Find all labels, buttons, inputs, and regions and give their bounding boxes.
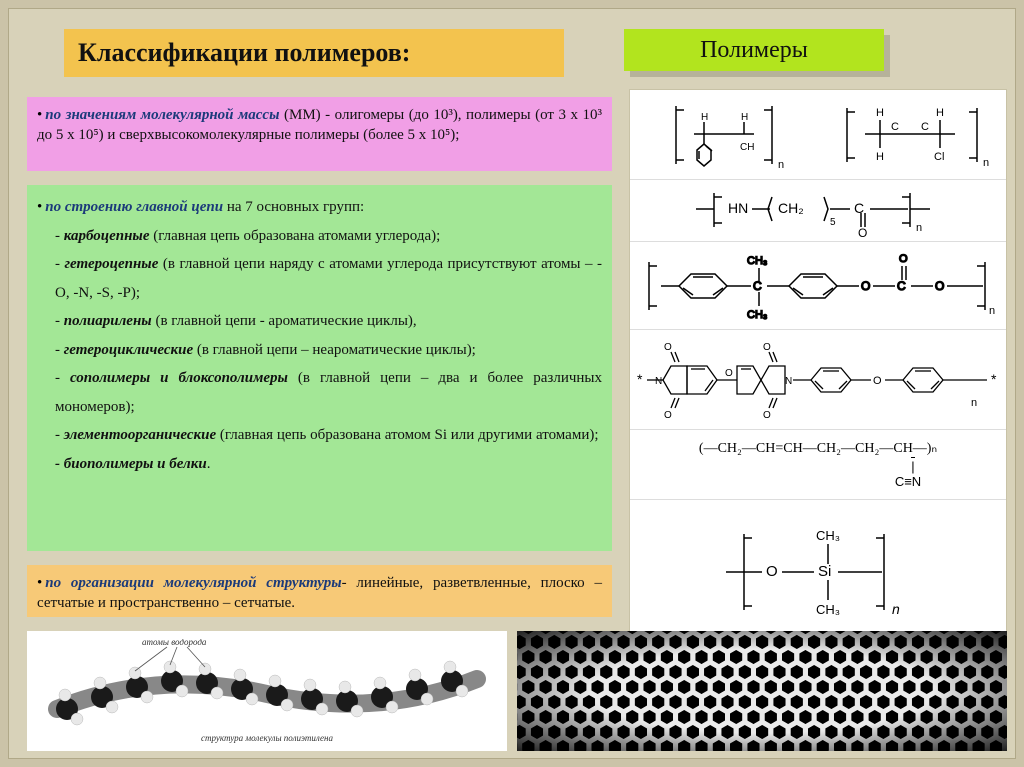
box-structure-label: по организации молекулярной структуры [45, 575, 341, 591]
box-mass: по значениям молекулярной массы (ММ) - о… [27, 97, 612, 171]
svg-text:C: C [921, 121, 929, 133]
svg-text:H: H [876, 107, 884, 119]
svg-text:CH₃: CH₃ [747, 255, 767, 267]
svg-text:n: n [778, 159, 784, 171]
slide-page: Классификации полимеров: Полимеры по зна… [8, 8, 1016, 759]
chain-item: - сополимеры и блоксополимеры (в главной… [37, 364, 602, 421]
svg-text:*: * [637, 371, 643, 387]
svg-text:O: O [935, 279, 944, 293]
svg-text:O: O [763, 342, 771, 353]
svg-text:O: O [858, 226, 867, 239]
svg-text:O: O [725, 368, 733, 379]
nanotube-lattice [517, 631, 1007, 751]
svg-text:n: n [983, 157, 989, 169]
svg-text:*: * [991, 371, 997, 387]
svg-text:Cl: Cl [934, 151, 944, 163]
svg-text:CH₃: CH₃ [747, 309, 767, 321]
chain-item: - гетероцепные (в главной цепи наряду с … [37, 250, 602, 307]
hydrogen-label: атомы водорода [142, 639, 207, 647]
svg-text:O: O [899, 253, 908, 265]
svg-text:C: C [854, 200, 864, 216]
structure-polycarbonate: C CH₃ CH₃ O C O O n [630, 242, 1006, 330]
structure-silicone: O Si CH₃ CH₃ n [630, 500, 1006, 644]
svg-text:H: H [701, 112, 708, 123]
svg-text:Si: Si [818, 563, 831, 580]
svg-text:n: n [971, 397, 977, 409]
svg-text:n: n [916, 222, 922, 234]
svg-text:N: N [785, 376, 792, 387]
svg-text:O: O [763, 410, 771, 421]
svg-text:C: C [897, 279, 906, 293]
chain-item: - биополимеры и белки. [37, 450, 602, 479]
box-structure: по организации молекулярной структуры- л… [27, 565, 612, 617]
structure-caption: структура молекулы полиэтилена [201, 733, 333, 743]
svg-text:H: H [741, 112, 748, 123]
chemical-structures: HH CH n HH [629, 89, 1007, 645]
box-chain-header-tail: на 7 основных групп: [223, 199, 364, 215]
svg-text:CH₂: CH₂ [778, 200, 804, 216]
svg-text:C: C [891, 121, 899, 133]
chain-item: - полиарилены (в главной цепи - ароматич… [37, 307, 602, 336]
polyethylene-structure: атомы водорода структура молекулы полиэт… [27, 631, 507, 751]
svg-text:O: O [861, 279, 870, 293]
svg-text:C: C [753, 279, 762, 293]
structure-nylon: HN CH₂ 5 C O n [630, 180, 1006, 242]
svg-text:O: O [664, 342, 672, 353]
structure-pvc: H H H Cl C C n [818, 94, 1006, 176]
structure-polyimide: * * O O N [630, 330, 1006, 430]
svg-text:N: N [655, 376, 662, 387]
svg-text:n: n [989, 305, 995, 317]
svg-text:HN: HN [728, 200, 748, 216]
chain-item: - элементоорганические (главная цепь обр… [37, 421, 602, 450]
svg-text:n: n [892, 601, 900, 617]
svg-text:H: H [876, 151, 884, 163]
svg-text:H: H [936, 107, 944, 119]
structure-nitrile: (—CH₂—CH=CH—CH₂—CH₂—CH—)ₙ | C≡N [630, 430, 1006, 500]
chain-item: - гетероциклические (в главной цепи – не… [37, 336, 602, 365]
svg-text:O: O [664, 410, 672, 421]
structure-polystyrene: H H CH n [630, 94, 818, 176]
box-chain: по строению главной цепи на 7 основных г… [27, 185, 612, 551]
title-main: Классификации полимеров: [64, 29, 564, 77]
box-mass-label: по значениям молекулярной массы [45, 107, 279, 123]
svg-text:CH: CH [740, 142, 754, 153]
svg-text:O: O [873, 375, 882, 387]
svg-text:5: 5 [830, 217, 836, 228]
box-chain-header: по строению главной цепи [45, 199, 223, 215]
chain-item: - карбоцепные (главная цепь образована а… [37, 222, 602, 251]
title-side: Полимеры [624, 29, 884, 71]
svg-text:CH₃: CH₃ [816, 602, 840, 617]
svg-text:O: O [766, 563, 778, 580]
svg-text:CH₃: CH₃ [816, 528, 840, 543]
